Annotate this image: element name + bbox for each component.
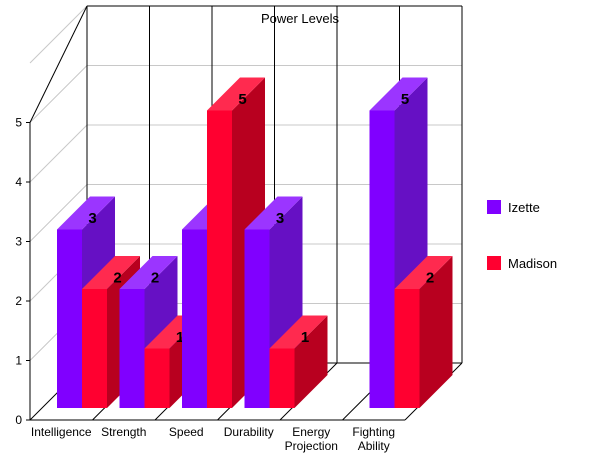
- data-label-madison-intelligence: 2: [113, 270, 121, 287]
- bar-top: [57, 196, 115, 230]
- data-label-izette-fighting-ability: 5: [401, 91, 409, 108]
- gridline-side: [29, 5, 88, 64]
- bar-front: [119, 289, 145, 408]
- x-label-strength: Strength: [101, 425, 146, 439]
- x-label-durability: Durability: [224, 425, 274, 439]
- bar-top: [207, 77, 265, 111]
- legend: Izette Madison: [487, 200, 557, 271]
- bar-side: [294, 315, 328, 408]
- x-label-intelligence: Intelligence: [31, 425, 92, 439]
- x-label-fighting-ability: Fighting Ability: [352, 425, 395, 453]
- legend-label-izette: Izette: [508, 200, 540, 215]
- y-tick-label: 3: [15, 235, 22, 249]
- bar-top: [269, 315, 328, 349]
- bar-side: [419, 256, 453, 408]
- gridline-side: [29, 65, 88, 123]
- x-label-speed: Speed: [169, 425, 204, 439]
- chart-title: Power Levels: [261, 11, 340, 26]
- bar-front: [207, 110, 232, 408]
- bar-top: [369, 77, 428, 111]
- y-tick-label: 5: [15, 116, 22, 130]
- bar-front: [244, 229, 270, 408]
- data-label-madison-fighting-ability: 2: [426, 270, 434, 287]
- gridline-side: [29, 124, 88, 183]
- bar-front: [369, 110, 395, 408]
- bar-front: [57, 229, 82, 408]
- data-label-madison-durability: 1: [301, 329, 309, 346]
- bar-top: [244, 196, 303, 230]
- y-tick-label: 1: [15, 354, 22, 368]
- data-label-izette-durability: 3: [276, 210, 284, 227]
- data-label-madison-strength: 1: [176, 329, 184, 346]
- bar-front: [394, 289, 420, 408]
- y-tick-label: 0: [15, 413, 22, 427]
- bar-madison-durability: [269, 315, 328, 408]
- bar-front: [269, 348, 295, 408]
- bar-front: [182, 229, 207, 408]
- y-tick-label: 2: [15, 294, 22, 308]
- bar-top: [394, 256, 453, 289]
- bar-top: [82, 256, 140, 289]
- data-label-izette-intelligence: 3: [88, 210, 96, 227]
- y-axis: 0 1 2 3 4 5: [15, 116, 30, 427]
- bar-front: [82, 289, 107, 408]
- data-label-izette-strength: 2: [151, 270, 159, 287]
- bar-series: 3221353152: [57, 77, 453, 408]
- bar-top: [119, 256, 178, 289]
- x-axis: Intelligence Strength Speed Durability Energ…: [31, 425, 395, 453]
- legend-label-madison: Madison: [508, 256, 557, 271]
- legend-swatch-madison: [487, 256, 501, 270]
- gridline-side: [29, 184, 88, 242]
- y-tick-label: 4: [15, 175, 22, 189]
- x-label-energy-projection: Energy Projection: [285, 425, 338, 453]
- left-wall-top-edge: [29, 5, 88, 123]
- legend-swatch-izette: [487, 200, 501, 214]
- bar-front: [144, 348, 170, 408]
- data-label-madison-speed: 5: [238, 91, 246, 108]
- bar-madison-fighting-ability: [394, 256, 453, 408]
